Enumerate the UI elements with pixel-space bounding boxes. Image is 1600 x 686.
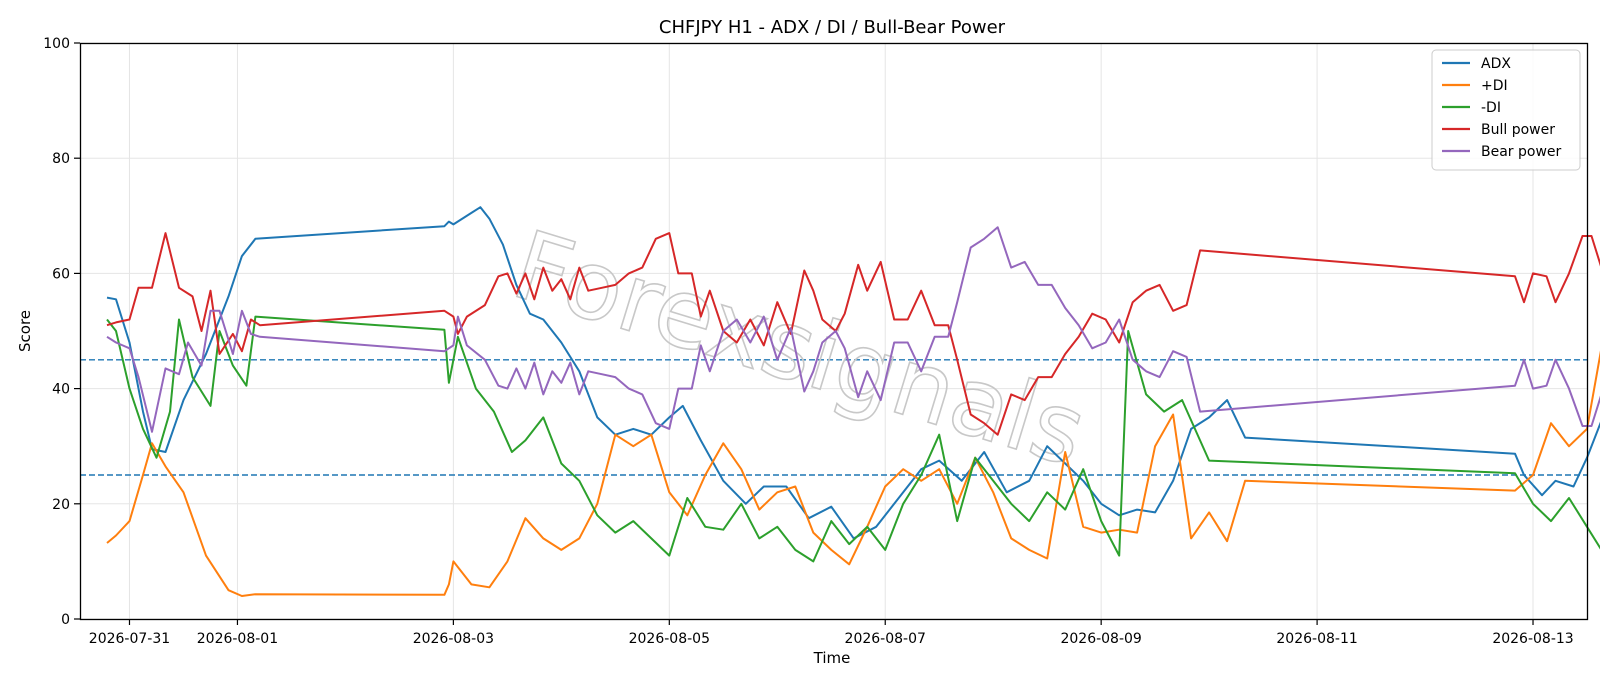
x-tick-label: 2026-08-01 bbox=[197, 631, 278, 647]
legend-label: ADX bbox=[1481, 56, 1511, 72]
chart-title: CHFJPY H1 - ADX / DI / Bull-Bear Power bbox=[659, 17, 1006, 38]
legend-label: Bull power bbox=[1481, 122, 1555, 138]
series-line-di bbox=[106, 315, 1600, 563]
x-tick-label: 2026-07-31 bbox=[89, 631, 170, 647]
y-tick-label: 0 bbox=[61, 612, 70, 628]
y-tick-label: 80 bbox=[52, 151, 70, 167]
x-tick-label: 2026-08-09 bbox=[1060, 631, 1141, 647]
x-axis-label: Time bbox=[813, 649, 851, 667]
x-tick-label: 2026-08-07 bbox=[845, 631, 926, 647]
legend: ADX +DI -DI Bull power Bear power bbox=[1431, 49, 1581, 171]
x-tick-label: 2026-08-05 bbox=[629, 631, 710, 647]
legend-box bbox=[1431, 49, 1581, 171]
series-line-adx bbox=[106, 206, 1600, 540]
y-axis: 0 20 40 60 80 100 bbox=[43, 36, 80, 628]
y-tick-label: 100 bbox=[43, 36, 70, 52]
series-line-bear-power bbox=[106, 226, 1600, 433]
y-tick-label: 40 bbox=[52, 382, 70, 398]
y-tick-label: 60 bbox=[52, 266, 70, 282]
plot-area-frame bbox=[79, 42, 1589, 621]
x-tick-label: 2026-08-13 bbox=[1492, 631, 1573, 647]
series-lines bbox=[106, 206, 1600, 597]
legend-label: +DI bbox=[1481, 78, 1508, 94]
legend-label: -DI bbox=[1481, 100, 1501, 116]
y-axis-label: Score bbox=[16, 310, 34, 352]
reference-lines bbox=[80, 359, 1587, 476]
x-tick-label: 2026-08-11 bbox=[1276, 631, 1357, 647]
x-tick-label: 2026-08-03 bbox=[413, 631, 494, 647]
legend-label: Bear power bbox=[1481, 144, 1562, 160]
x-axis: 2026-07-31 2026-08-01 2026-08-03 2026-08-05… bbox=[89, 619, 1574, 647]
y-tick-label: 20 bbox=[52, 497, 70, 513]
series-line-di bbox=[106, 350, 1600, 597]
series-line-bull-power bbox=[106, 232, 1600, 436]
